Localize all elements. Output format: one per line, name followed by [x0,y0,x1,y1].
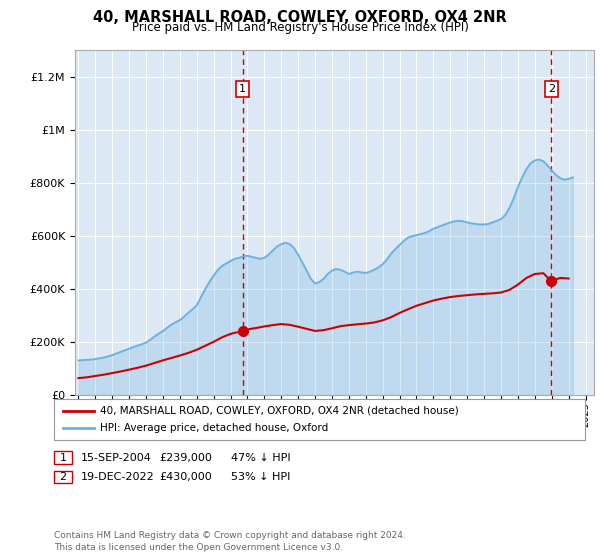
Text: 2: 2 [59,472,67,482]
Text: 53% ↓ HPI: 53% ↓ HPI [231,472,290,482]
Text: 40, MARSHALL ROAD, COWLEY, OXFORD, OX4 2NR: 40, MARSHALL ROAD, COWLEY, OXFORD, OX4 2… [93,10,507,25]
Text: HPI: Average price, detached house, Oxford: HPI: Average price, detached house, Oxfo… [100,423,328,433]
Text: 15-SEP-2004: 15-SEP-2004 [81,452,152,463]
Text: 2: 2 [548,84,555,94]
Text: 19-DEC-2022: 19-DEC-2022 [81,472,155,482]
Text: 1: 1 [239,84,246,94]
Text: £239,000: £239,000 [159,452,212,463]
Text: 40, MARSHALL ROAD, COWLEY, OXFORD, OX4 2NR (detached house): 40, MARSHALL ROAD, COWLEY, OXFORD, OX4 2… [100,405,459,416]
Text: £430,000: £430,000 [159,472,212,482]
Text: 47% ↓ HPI: 47% ↓ HPI [231,452,290,463]
Text: 1: 1 [59,452,67,463]
Text: Contains HM Land Registry data © Crown copyright and database right 2024.
This d: Contains HM Land Registry data © Crown c… [54,531,406,552]
Text: Price paid vs. HM Land Registry's House Price Index (HPI): Price paid vs. HM Land Registry's House … [131,21,469,34]
